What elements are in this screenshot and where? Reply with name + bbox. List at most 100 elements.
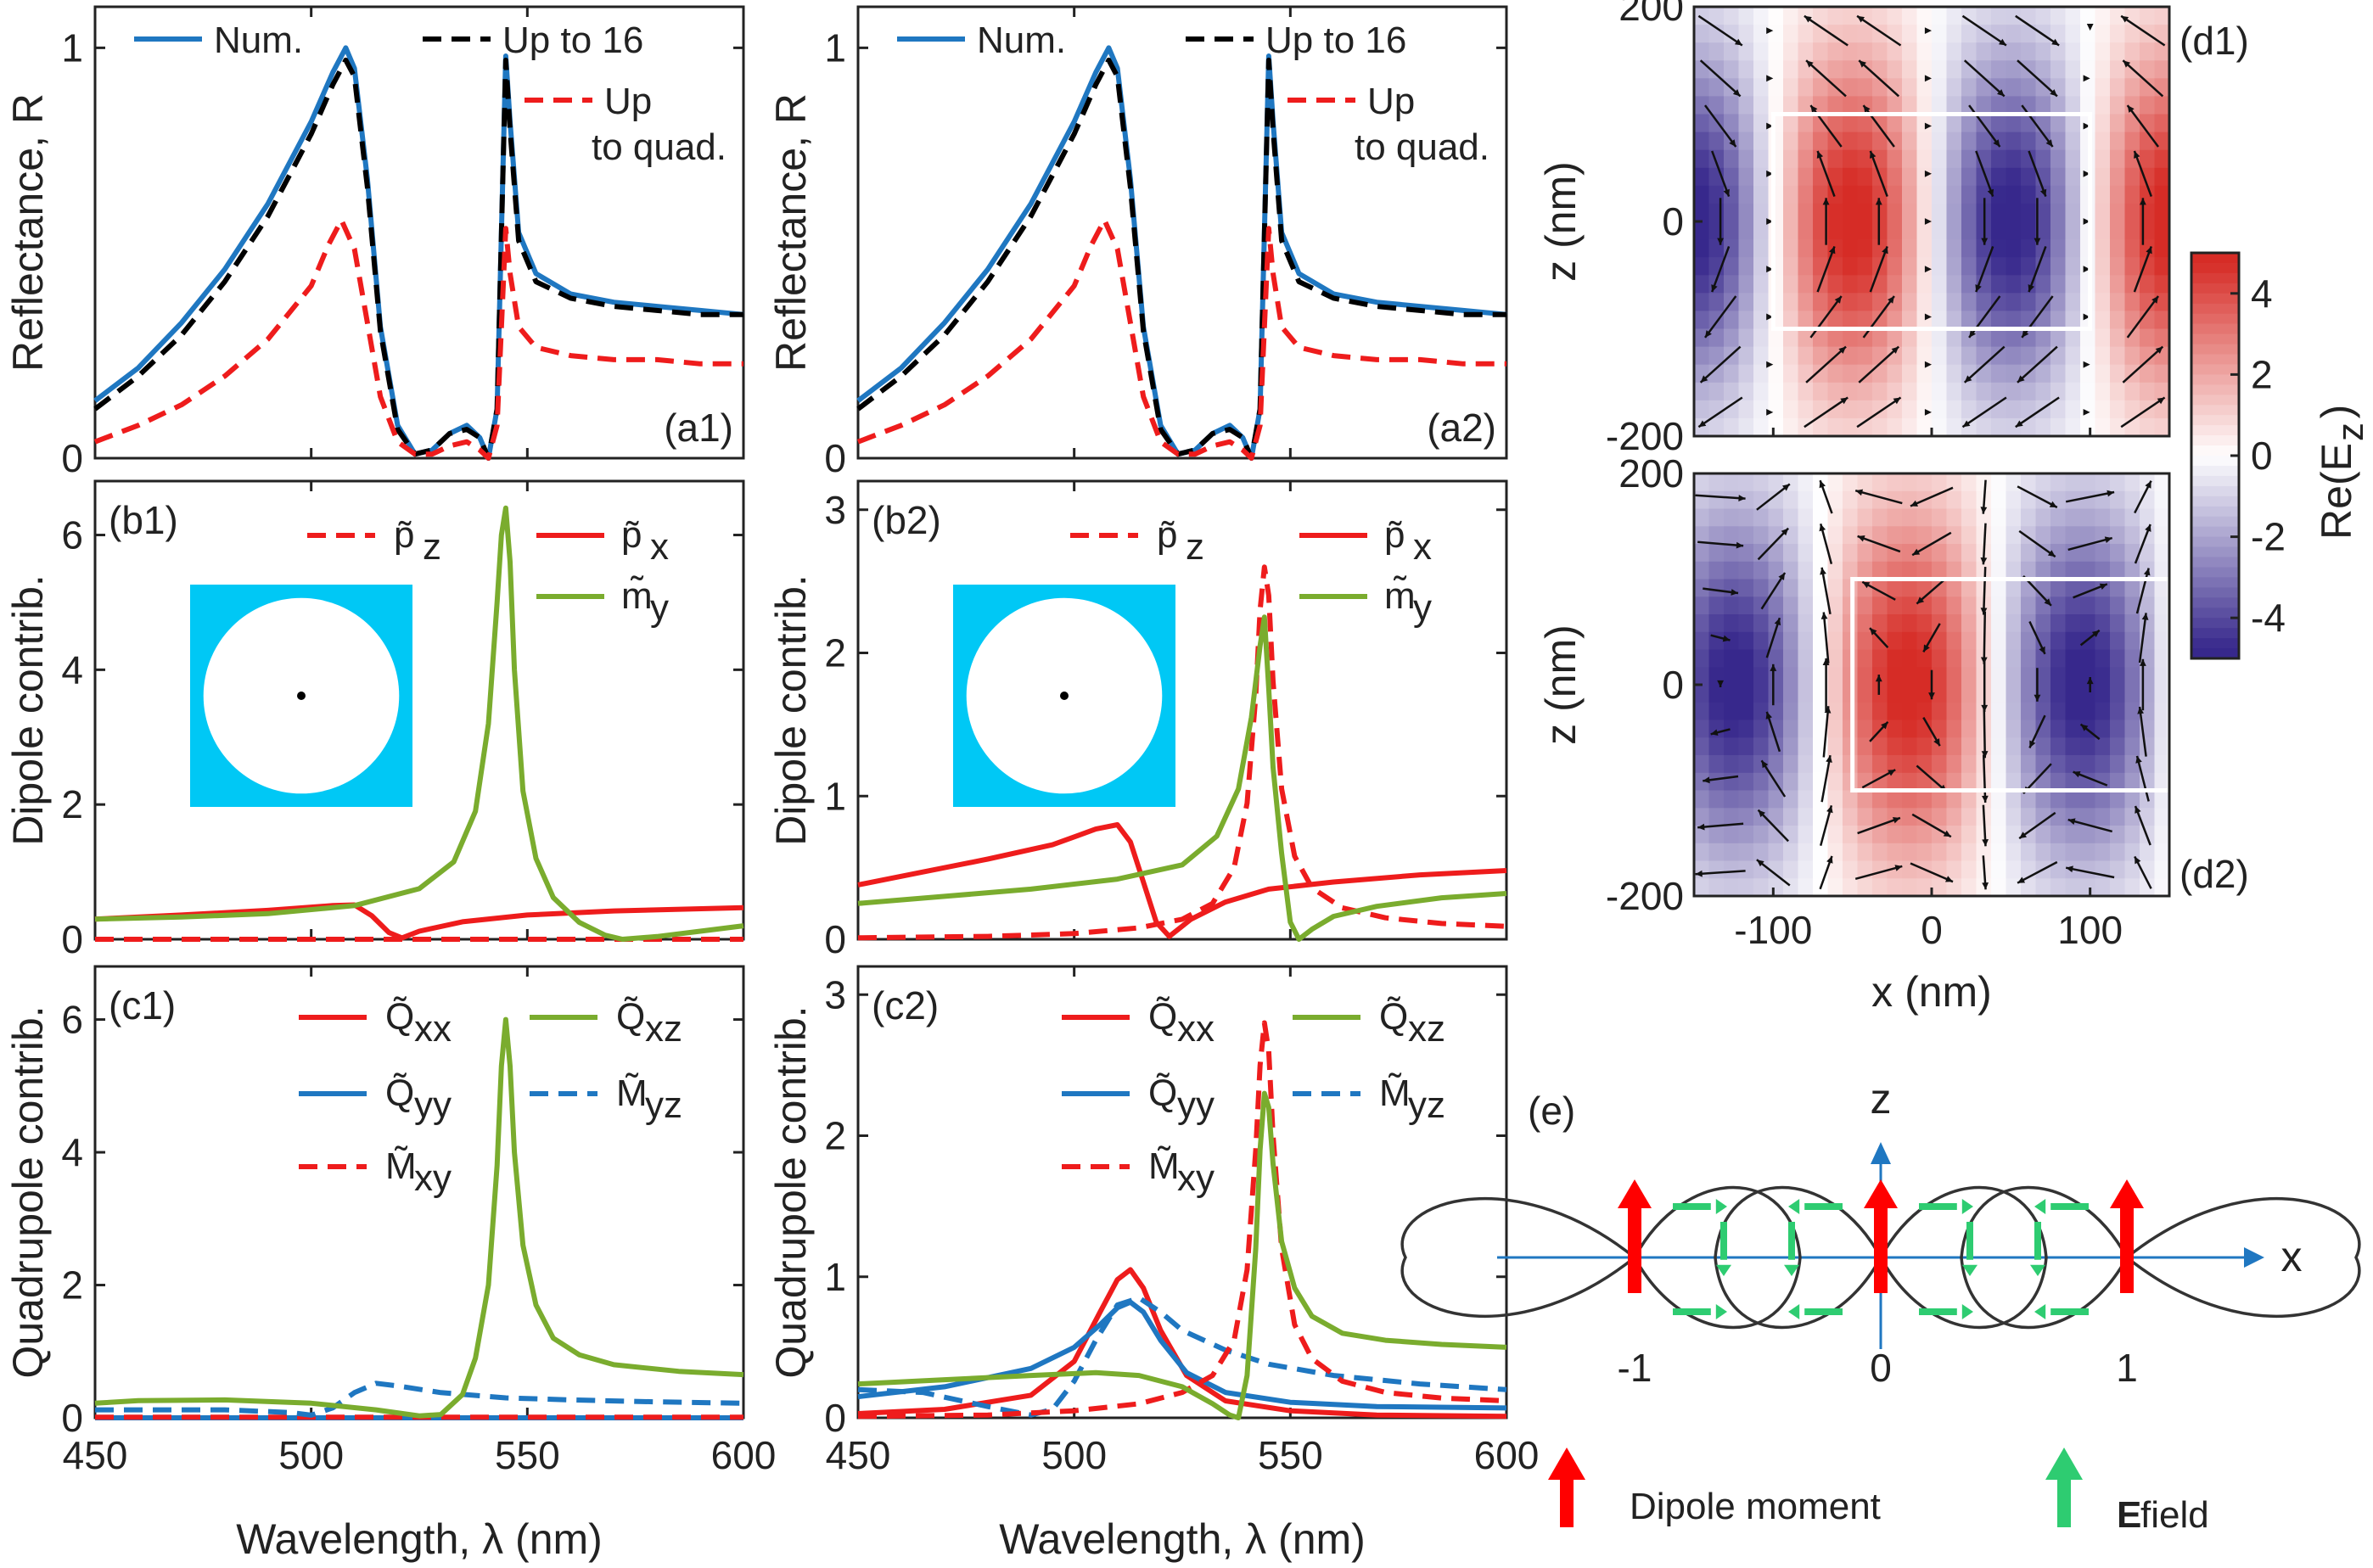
colorbar-cell [2191,506,2239,518]
heat-cell [1843,382,1859,401]
heat-cell [1813,720,1829,738]
field-arrowhead [2028,284,2034,293]
field-arrowhead [2135,755,2142,764]
field-arrowhead [1770,664,1777,671]
field-arrow [1983,705,1987,759]
heat-cell [1932,7,1948,25]
legend-subscript: x [650,526,669,568]
heat-cell [1991,417,2007,437]
y-tick-label: 2 [824,631,846,675]
heat-cell [1694,257,1710,276]
heat-cell [2006,257,2022,276]
heat-cell [1724,364,1740,384]
field-arrowhead [2145,480,2151,489]
field-arrowhead [2015,420,2023,428]
heat-cell [1827,631,1843,651]
heat-cell [1843,132,1859,151]
heat-cell [1857,114,1873,133]
heat-cell [1887,755,1903,774]
field-arrowhead [1928,692,1935,700]
heat-cell [2095,60,2111,79]
heat-cell [1991,790,2007,809]
field-arrow [1711,245,1731,293]
colorbar-cell [2191,415,2239,426]
heat-cell [2124,596,2140,615]
heat-cell [1798,42,1814,61]
heat-cell [1902,826,1918,844]
field-arrowhead [1822,658,1830,665]
heat-cell [2124,508,2140,527]
heat-cell [1738,490,1754,510]
heat-cell [2124,544,2140,563]
heat-cell [1902,720,1918,738]
heat-cell [2035,826,2051,844]
heat-cell [2021,631,2037,651]
heat-cell [1857,737,1873,756]
y-tick-label: 2 [824,1114,846,1158]
x-axis-label: Wavelength, λ (nm) [236,1515,603,1563]
heat-cell [1783,561,1799,580]
heat-cell [1694,490,1710,510]
heat-cell [1932,400,1948,419]
heat-cell [1724,649,1740,668]
heat-cell [2050,417,2067,437]
heat-cell [1857,311,1873,330]
heat-cell [1798,737,1814,756]
heat-cell [1961,239,1978,258]
heat-cell [2095,878,2111,897]
heat-cell [1798,364,1814,384]
heat-cell [1694,473,1710,492]
heat-cell [2065,78,2081,97]
heat-cell [2050,96,2067,115]
heat-cell [1798,649,1814,668]
heat-cell [1976,293,1992,311]
heat-cell [1932,203,1948,222]
heat-cell [1916,149,1933,169]
heat-cell [1827,275,1843,294]
y-axis-label: Reflectance, R [767,93,815,372]
colorbar-cell [2191,557,2239,568]
heat-cell [1753,755,1770,774]
heat-cell [1768,346,1784,366]
heat-cell [1708,221,1725,240]
heat-cell [1843,490,1859,510]
field-arrow [2065,490,2115,503]
heat-cell [1946,720,1962,738]
heat-cell [2154,561,2170,580]
heat-cell [1991,149,2007,169]
heat-cell [1857,239,1873,258]
heat-cell [2110,78,2126,97]
heat-cell [1916,114,1933,133]
heat-cell [2154,667,2170,686]
heat-cell [2006,685,2022,703]
heat-cell [1798,561,1814,580]
heat-cell [1768,417,1784,437]
heat-cell [2124,561,2140,580]
heat-cell [2006,78,2022,97]
field-arrow [1910,486,1954,507]
heat-cell [2065,382,2081,401]
e-field-arrow-head [1788,1304,1800,1319]
heat-cell [1902,755,1918,774]
colorbar-cell [2191,608,2239,619]
heat-cell [2006,843,2022,862]
heat-cell [1768,239,1784,258]
heat-cell [1738,132,1754,151]
heat-cell [2095,614,2111,633]
heat-cell [1916,78,1933,97]
heat-cell [1976,382,1992,401]
heat-cell [2035,221,2051,240]
heat-cell [1798,614,1814,633]
heat-cell [1857,382,1873,401]
y-axis-label: Quadrupole contrib. [4,1005,52,1378]
heat-cell [2140,382,2156,401]
heat-cell [1916,544,1933,563]
legend-field-arrow [2057,1476,2071,1527]
y-tick-label: 0 [824,436,846,480]
field-arrowhead [1758,809,1765,818]
heat-cell [1827,755,1843,774]
heat-cell [1738,720,1754,738]
heat-cell [2095,473,2111,492]
legend-label: m̃ [621,575,653,617]
